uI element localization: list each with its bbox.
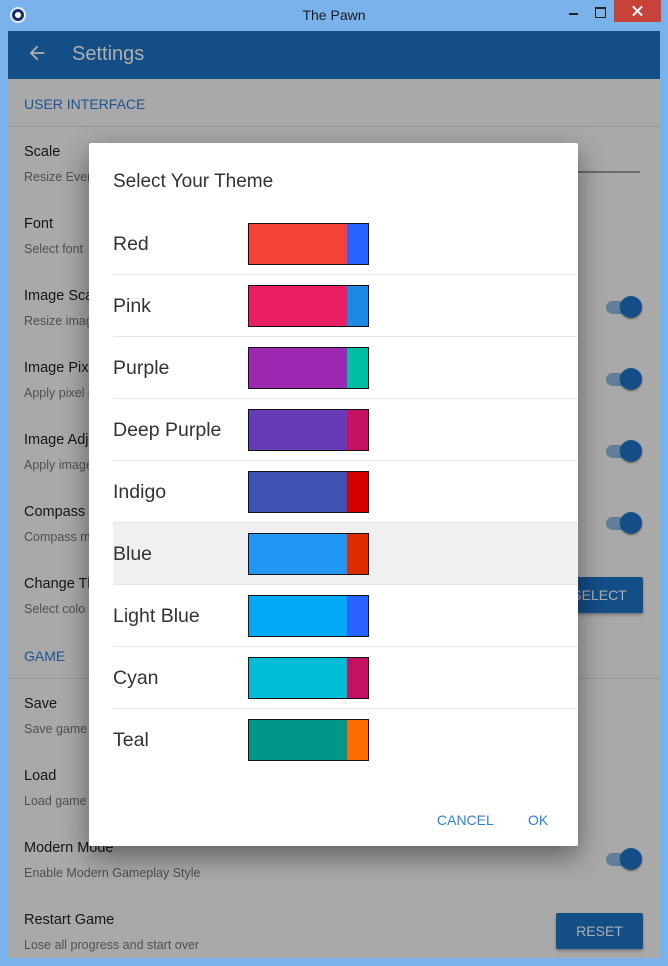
scale-slider[interactable]	[568, 171, 640, 173]
theme-option[interactable]: Teal	[113, 709, 578, 771]
theme-accent-color	[347, 410, 368, 450]
modern-mode-switch[interactable]	[604, 847, 644, 871]
compass-switch[interactable]	[604, 511, 644, 535]
theme-swatch	[248, 285, 369, 327]
theme-swatch	[248, 347, 369, 389]
theme-accent-color	[347, 348, 368, 388]
theme-swatch	[248, 471, 369, 513]
setting-image-pixel-subtitle: Apply pixel s	[24, 386, 95, 400]
theme-primary-color	[249, 348, 347, 388]
theme-accent-color	[347, 720, 368, 760]
maximize-icon[interactable]	[587, 0, 613, 22]
theme-option[interactable]: Deep Purple	[113, 399, 578, 461]
section-header-user-interface: USER INTERFACE	[24, 96, 146, 112]
close-icon[interactable]	[614, 0, 661, 22]
reset-button[interactable]: RESET	[556, 913, 643, 949]
theme-name: Teal	[113, 729, 149, 751]
setting-change-theme-title: Change Th	[24, 576, 96, 592]
theme-accent-color	[347, 286, 368, 326]
theme-accent-color	[347, 534, 368, 574]
app-content: Settings USER INTERFACE Scale Resize Eve…	[8, 31, 660, 958]
theme-name: Deep Purple	[113, 419, 222, 441]
setting-modern-mode-subtitle: Enable Modern Gameplay Style	[24, 866, 201, 880]
theme-name: Red	[113, 233, 149, 255]
theme-swatch	[248, 657, 369, 699]
setting-compass-subtitle: Compass m	[24, 530, 91, 544]
image-adjust-switch[interactable]	[604, 439, 644, 463]
theme-primary-color	[249, 596, 347, 636]
setting-restart-subtitle: Lose all progress and start over	[24, 938, 200, 952]
theme-primary-color	[249, 410, 347, 450]
setting-restart-title: Restart Game	[24, 912, 115, 928]
setting-image-adjust-title: Image Adj	[24, 432, 89, 448]
theme-swatch	[248, 409, 369, 451]
setting-font-title[interactable]: Font	[24, 216, 54, 232]
minimize-icon[interactable]	[560, 0, 586, 22]
theme-accent-color	[347, 596, 368, 636]
app-bar: Settings	[8, 31, 660, 79]
theme-option[interactable]: Blue	[113, 523, 578, 585]
theme-option[interactable]: Cyan	[113, 647, 578, 709]
theme-swatch	[248, 533, 369, 575]
image-scale-switch[interactable]	[604, 295, 644, 319]
theme-primary-color	[249, 720, 347, 760]
theme-name: Purple	[113, 357, 170, 379]
setting-save-subtitle: Save game	[24, 722, 88, 736]
cancel-button[interactable]: CANCEL	[437, 812, 494, 828]
theme-primary-color	[249, 472, 347, 512]
setting-change-theme-subtitle: Select colo	[24, 602, 86, 616]
setting-font-subtitle: Select font	[24, 242, 84, 256]
pawn-app-icon[interactable]	[10, 7, 26, 23]
window-title: The Pawn	[302, 7, 366, 23]
theme-accent-color	[347, 472, 368, 512]
theme-name: Light Blue	[113, 605, 200, 627]
setting-image-scale-subtitle: Resize imag	[24, 314, 93, 328]
setting-scale-title: Scale	[24, 144, 61, 160]
setting-load-title[interactable]: Load	[24, 768, 57, 784]
theme-option[interactable]: Purple	[113, 337, 578, 399]
setting-scale-subtitle: Resize Ever	[24, 170, 92, 184]
divider	[8, 126, 660, 127]
image-pixel-switch[interactable]	[604, 367, 644, 391]
setting-image-scale-title: Image Sca	[24, 288, 94, 304]
theme-option[interactable]: Red	[113, 213, 578, 275]
setting-load-subtitle: Load game	[24, 794, 87, 808]
theme-name: Cyan	[113, 667, 159, 689]
theme-primary-color	[249, 224, 347, 264]
theme-list: Red Pink Purple Deep Purple Indigo Blue Light …	[113, 213, 578, 771]
dialog-title: Select Your Theme	[113, 171, 274, 192]
setting-image-pixel-title: Image Pix	[24, 360, 89, 376]
theme-option[interactable]: Pink	[113, 275, 578, 337]
theme-primary-color	[249, 286, 347, 326]
theme-accent-color	[347, 224, 368, 264]
theme-swatch	[248, 719, 369, 761]
theme-primary-color	[249, 658, 347, 698]
section-header-game: GAME	[24, 648, 66, 664]
theme-name: Indigo	[113, 481, 167, 503]
setting-image-adjust-subtitle: Apply image	[24, 458, 93, 472]
arrow-left-icon[interactable]	[26, 42, 48, 64]
setting-compass-title: Compass	[24, 504, 86, 520]
theme-swatch	[248, 223, 369, 265]
theme-primary-color	[249, 534, 347, 574]
setting-save-title[interactable]: Save	[24, 696, 58, 712]
ok-button[interactable]: OK	[528, 812, 549, 828]
theme-accent-color	[347, 658, 368, 698]
page-title: Settings	[72, 43, 145, 65]
theme-name: Blue	[113, 543, 153, 565]
theme-dialog: Select Your Theme Red Pink Purple Deep Purp…	[89, 143, 578, 846]
theme-name: Pink	[113, 295, 151, 317]
theme-swatch	[248, 595, 369, 637]
window-titlebar: The Pawn	[0, 0, 668, 31]
theme-option[interactable]: Light Blue	[113, 585, 578, 647]
theme-option[interactable]: Indigo	[113, 461, 578, 523]
